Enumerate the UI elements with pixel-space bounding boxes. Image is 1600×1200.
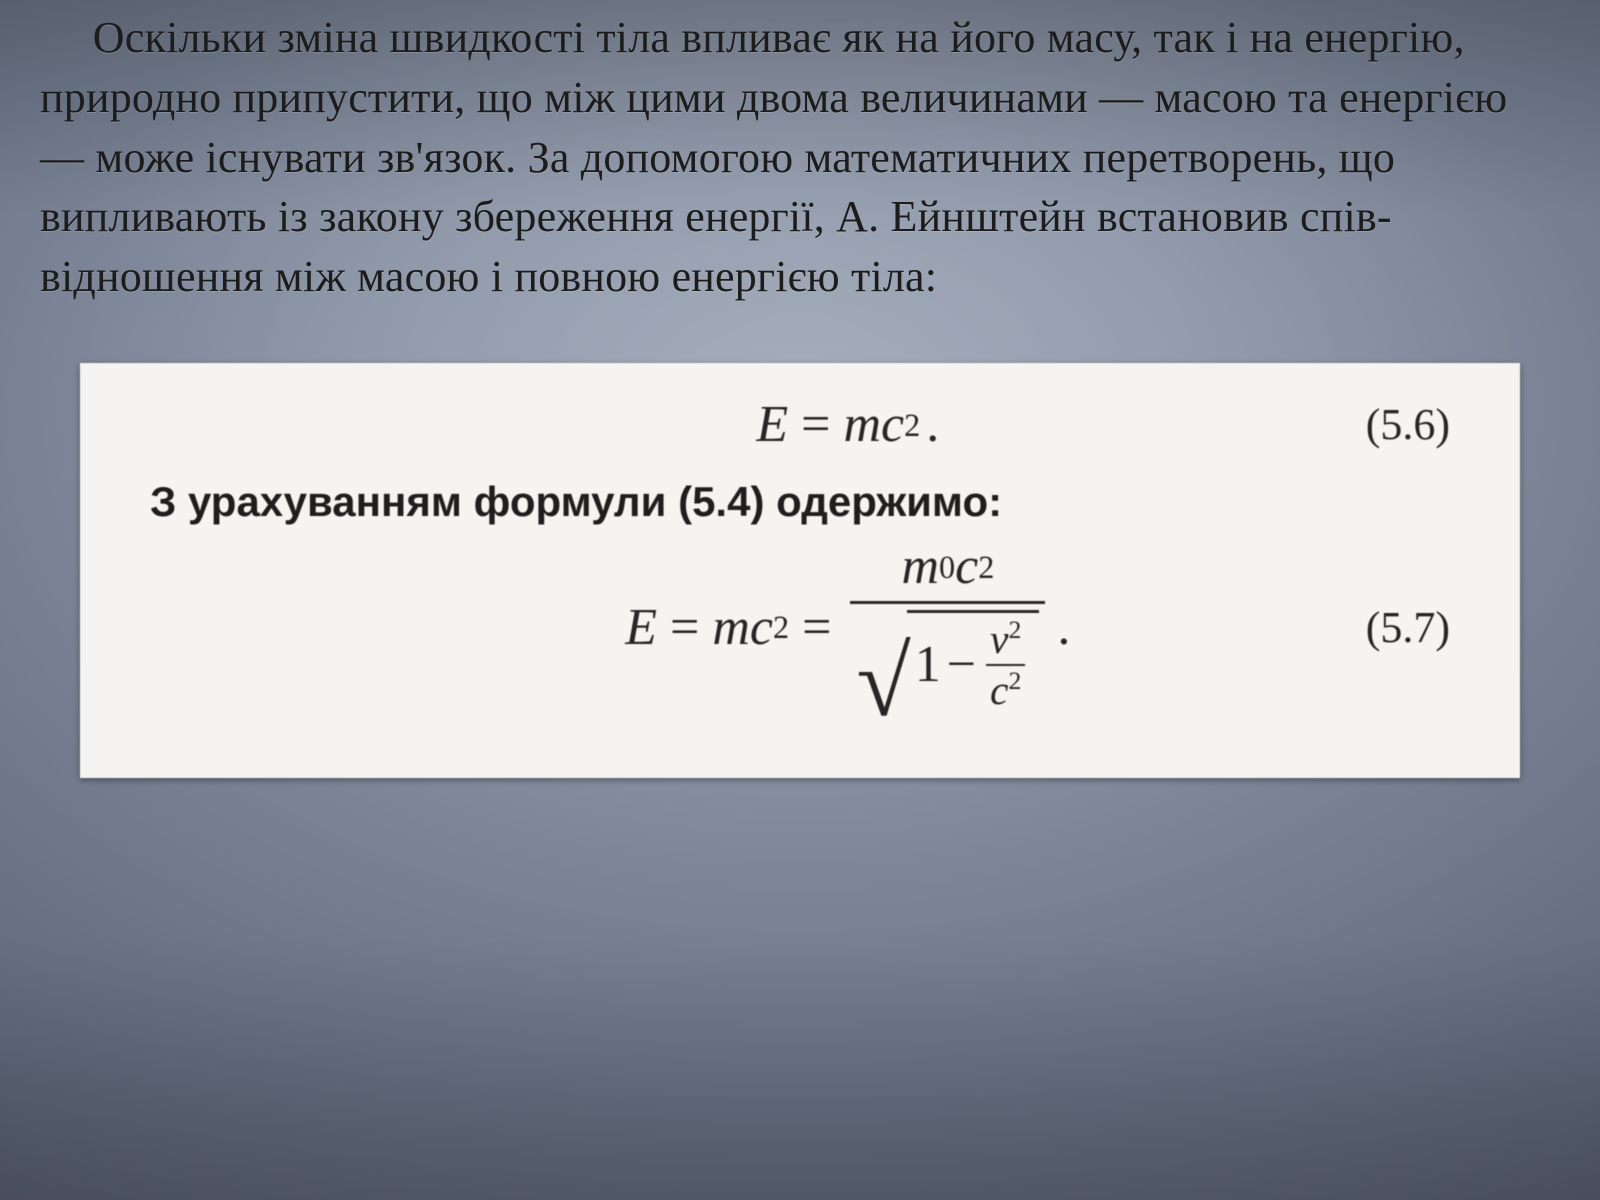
eq2-lhs: E: [625, 598, 657, 657]
equation-row-1: E = mc2. (5.6): [150, 395, 1450, 454]
eq1-lhs: E: [756, 395, 788, 454]
eq2-period: .: [1057, 598, 1070, 657]
equation-row-2: E = mc2 = m0c2 √ 1: [150, 540, 1450, 714]
equals-sign: =: [789, 598, 844, 657]
inner-den-exp: 2: [1009, 666, 1022, 695]
inner-num-exp: 2: [1009, 615, 1022, 644]
equation-1-center: E = mc2.: [330, 395, 1366, 454]
equation-1: E = mc2.: [756, 395, 939, 454]
inner-den: c2: [986, 670, 1025, 712]
eq2-num-m: m: [901, 540, 939, 595]
equals-sign: =: [788, 395, 843, 454]
mid-text: З урахуванням формули (5.4) одержимо:: [150, 478, 1450, 526]
equation-1-number: (5.6): [1366, 399, 1450, 450]
eq1-period: .: [926, 395, 939, 454]
equals-sign: =: [657, 598, 712, 657]
eq2-num-c: c: [955, 540, 978, 595]
eq2-mid-base: mc: [712, 598, 773, 657]
eq2-fraction: m0c2 √ 1 − v2: [850, 540, 1045, 714]
equation-2-center: E = mc2 = m0c2 √ 1: [330, 540, 1366, 714]
eq2-denominator: √ 1 − v2: [850, 610, 1045, 714]
eq2-numerator: m0c2: [895, 540, 1000, 595]
surd-symbol: √: [856, 646, 910, 720]
den-minus: −: [947, 638, 976, 693]
slide: Оскільки зміна швидкості тіла впливає як…: [0, 0, 1600, 1200]
inner-num-base: v: [990, 616, 1008, 662]
equation-2-number: (5.7): [1366, 602, 1450, 653]
inner-num: v2: [986, 619, 1025, 661]
radicand: 1 − v2 c2: [907, 610, 1040, 714]
inner-fraction: v2 c2: [986, 619, 1025, 712]
intro-paragraph: Оскільки зміна швидкості тіла впливає як…: [40, 8, 1560, 307]
eq1-rhs-base: mc: [844, 395, 905, 454]
formula-card: E = mc2. (5.6) З урахуванням формули (5.…: [80, 363, 1520, 778]
sqrt: √ 1 − v2: [856, 610, 1039, 714]
fraction-bar: [850, 601, 1045, 604]
equation-2: E = mc2 = m0c2 √ 1: [625, 540, 1070, 714]
inner-den-base: c: [990, 667, 1008, 713]
den-one: 1: [915, 638, 941, 693]
